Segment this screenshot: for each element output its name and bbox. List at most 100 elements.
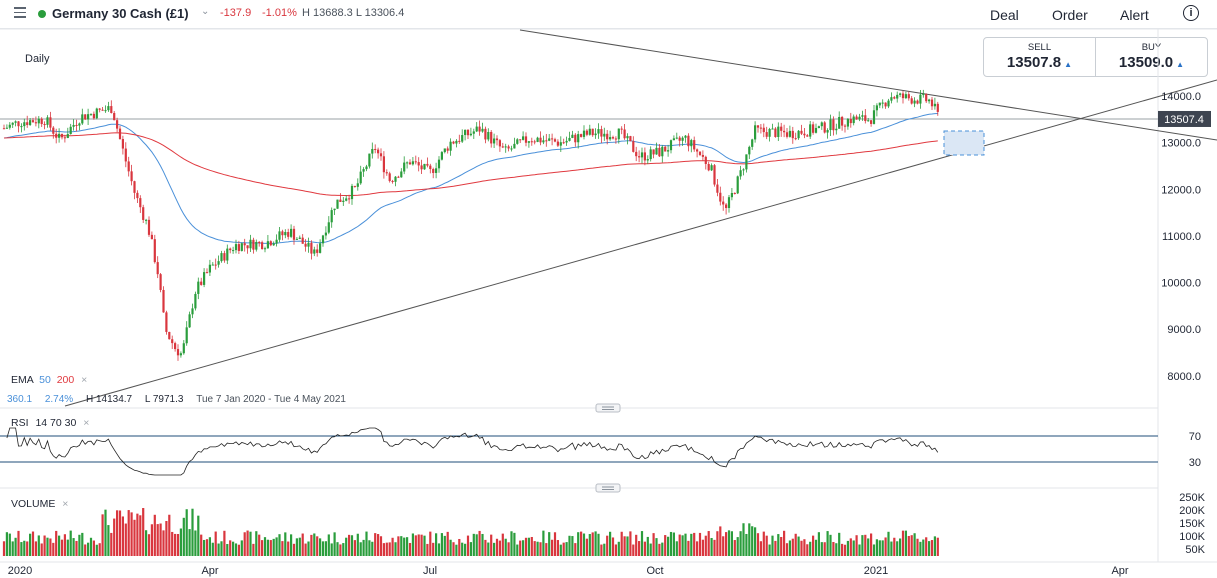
volume-legend[interactable]: VOLUME × [11,498,68,510]
candle [582,130,586,137]
menu-icon[interactable] [14,7,26,18]
volume-bar [8,533,11,556]
candle [223,253,226,261]
volume-bar [214,531,217,556]
volume-bar [464,543,467,556]
arrow-up-icon: ▲ [1064,60,1073,69]
volume-bar [17,530,20,556]
candle [84,114,87,120]
deal-link[interactable]: Deal [990,7,1019,23]
candle [545,140,548,142]
candle [759,127,762,129]
volume-bar [229,540,232,556]
candle [63,137,66,139]
buy-button[interactable]: BUY 13509.0 ▲ [1095,38,1207,76]
volume-bar [26,541,29,556]
volume-bar [243,532,246,556]
volume-bar [89,537,93,556]
volume-bar [478,530,481,556]
candle [890,97,893,101]
candle [870,120,873,124]
ema-info-1: 360.1 [7,394,33,405]
volume-bar [727,530,731,556]
volume-bar [745,533,748,556]
candle [524,136,528,143]
close-icon[interactable]: × [81,374,88,386]
instrument-name[interactable]: Germany 30 Cash (£1) [52,6,189,21]
candle [98,108,101,110]
candle [92,113,95,119]
candle [922,94,925,96]
volume-bar [597,533,600,556]
volume-bar [667,536,670,556]
candle [153,239,156,263]
volume-bar [63,534,66,556]
candle [910,98,913,104]
candle [539,137,542,143]
volume-bar [846,540,849,556]
volume-bar [411,533,414,556]
volume-bar [916,538,919,556]
close-icon[interactable]: × [62,498,69,510]
candle [493,138,496,144]
candle [484,128,487,140]
volume-bar [237,544,240,556]
x-tick: Apr [201,565,218,577]
candle [742,169,745,171]
volume-bar [34,541,37,556]
candle [568,137,571,141]
volume-bar [49,538,52,556]
volume-bar [884,537,887,556]
volume-bar [168,514,171,556]
close-icon[interactable]: × [83,417,90,429]
volume-bar [780,536,783,556]
candle [835,128,838,131]
order-link[interactable]: Order [1052,7,1088,23]
candle [585,130,588,135]
volume-bar [678,534,681,556]
volume-bar [469,542,472,556]
candle [797,130,800,139]
candle [60,133,64,138]
candle [37,118,40,124]
volume-bar [664,535,667,556]
volume-bar [350,535,354,556]
volume-bar [611,537,615,556]
candle [904,94,907,99]
volume-bar [591,532,594,556]
candle [417,162,420,166]
candle [321,235,325,244]
info-icon[interactable]: i [1183,5,1199,21]
volume-bar [783,530,786,556]
candle [156,262,159,275]
candle [49,117,52,128]
volume-bar [814,539,818,556]
candle [8,124,11,128]
volume-bar [321,541,325,556]
volume-bar [838,532,841,556]
ema-legend[interactable]: EMA 50 200 × [11,374,87,386]
volume-bar [733,540,736,556]
rsi-label: RSI [11,417,29,429]
candle [640,152,644,158]
candle [591,128,594,136]
candle [930,99,934,107]
volume-bar [220,541,223,556]
volume-bar [466,535,470,556]
rsi-legend[interactable]: RSI 14 70 30 × [11,417,89,429]
candle [435,168,438,173]
rsi-tick: 70 [1189,431,1201,443]
candle [849,118,852,124]
sell-button[interactable]: SELL 13507.8 ▲ [984,38,1095,76]
candle [684,135,687,138]
timeframe-label[interactable]: Daily [25,53,50,65]
candle [69,126,72,135]
chevron-down-icon[interactable]: ⌄ [201,6,210,17]
volume-bar [788,540,791,556]
candle [403,162,406,172]
deal-ticket: SELL 13507.8 ▲ BUY 13509.0 ▲ [983,37,1208,77]
alert-link[interactable]: Alert [1120,7,1149,23]
volume-bar [725,532,728,556]
volume-bar [197,515,200,556]
